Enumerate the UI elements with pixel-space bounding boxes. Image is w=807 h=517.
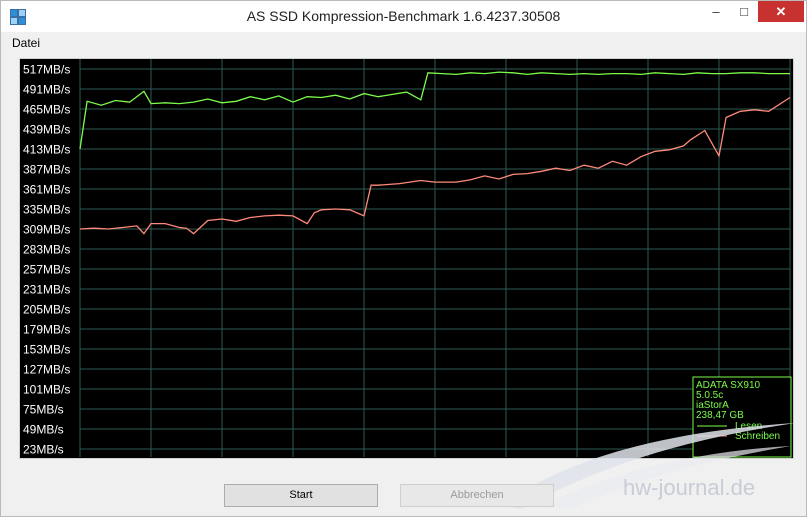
info-line: ADATA SX910 <box>696 380 761 391</box>
y-tick-label: 257MB/s <box>23 263 70 277</box>
chart-svg: 517MB/s 491MB/s 465MB/s 439MB/s 413MB/s 387MB… <box>23 59 792 458</box>
menu-bar: Datei <box>2 32 806 54</box>
series-line-schreiben <box>79 96 791 235</box>
y-tick-label: 127MB/s <box>23 363 70 377</box>
y-tick-label: 491MB/s <box>23 83 70 97</box>
legend-label: Schreiben <box>735 431 780 442</box>
info-box <box>692 376 792 458</box>
y-tick-label: 49MB/s <box>23 423 64 437</box>
y-tick-label: 465MB/s <box>23 103 70 117</box>
y-tick-label: 413MB/s <box>23 143 70 157</box>
minimize-button[interactable]: – <box>712 4 720 19</box>
chart-area: 517MB/s 491MB/s 465MB/s 439MB/s 413MB/s 387MB… <box>19 58 794 459</box>
info-line: 5.0.5c <box>696 390 723 401</box>
y-tick-label: 439MB/s <box>23 123 70 137</box>
close-button[interactable]: ✕ <box>758 1 804 22</box>
y-tick-label: 335MB/s <box>23 203 70 217</box>
y-tick-label: 23MB/s <box>23 443 64 457</box>
y-tick-label: 361MB/s <box>23 183 70 197</box>
y-tick-label: 75MB/s <box>23 403 64 417</box>
y-tick-label: 205MB/s <box>23 303 70 317</box>
maximize-button[interactable]: □ <box>740 4 748 19</box>
y-tick-label: 153MB/s <box>23 343 70 357</box>
y-tick-label: 179MB/s <box>23 323 70 337</box>
y-tick-label: 283MB/s <box>23 243 70 257</box>
start-button[interactable]: Start <box>224 484 378 507</box>
window-title: AS SSD Kompression-Benchmark 1.6.4237.30… <box>246 8 561 24</box>
menu-item-datei[interactable]: Datei <box>12 36 41 50</box>
y-tick-label: 309MB/s <box>23 223 70 237</box>
info-line: iaStorA <box>696 400 729 411</box>
info-line: 238,47 GB <box>696 410 744 421</box>
legend-label: Lesen <box>735 421 762 432</box>
series-line-lesen <box>79 71 790 150</box>
app-icon <box>10 9 26 25</box>
abort-button[interactable]: Abbrechen <box>400 484 554 507</box>
title-bar: AS SSD Kompression-Benchmark 1.6.4237.30… <box>1 1 806 32</box>
y-tick-label: 101MB/s <box>23 383 70 397</box>
watermark-text: hw-journal.de <box>623 475 756 500</box>
y-tick-label: 387MB/s <box>23 163 70 177</box>
y-tick-label: 517MB/s <box>23 63 70 77</box>
y-tick-label: 231MB/s <box>23 283 70 297</box>
